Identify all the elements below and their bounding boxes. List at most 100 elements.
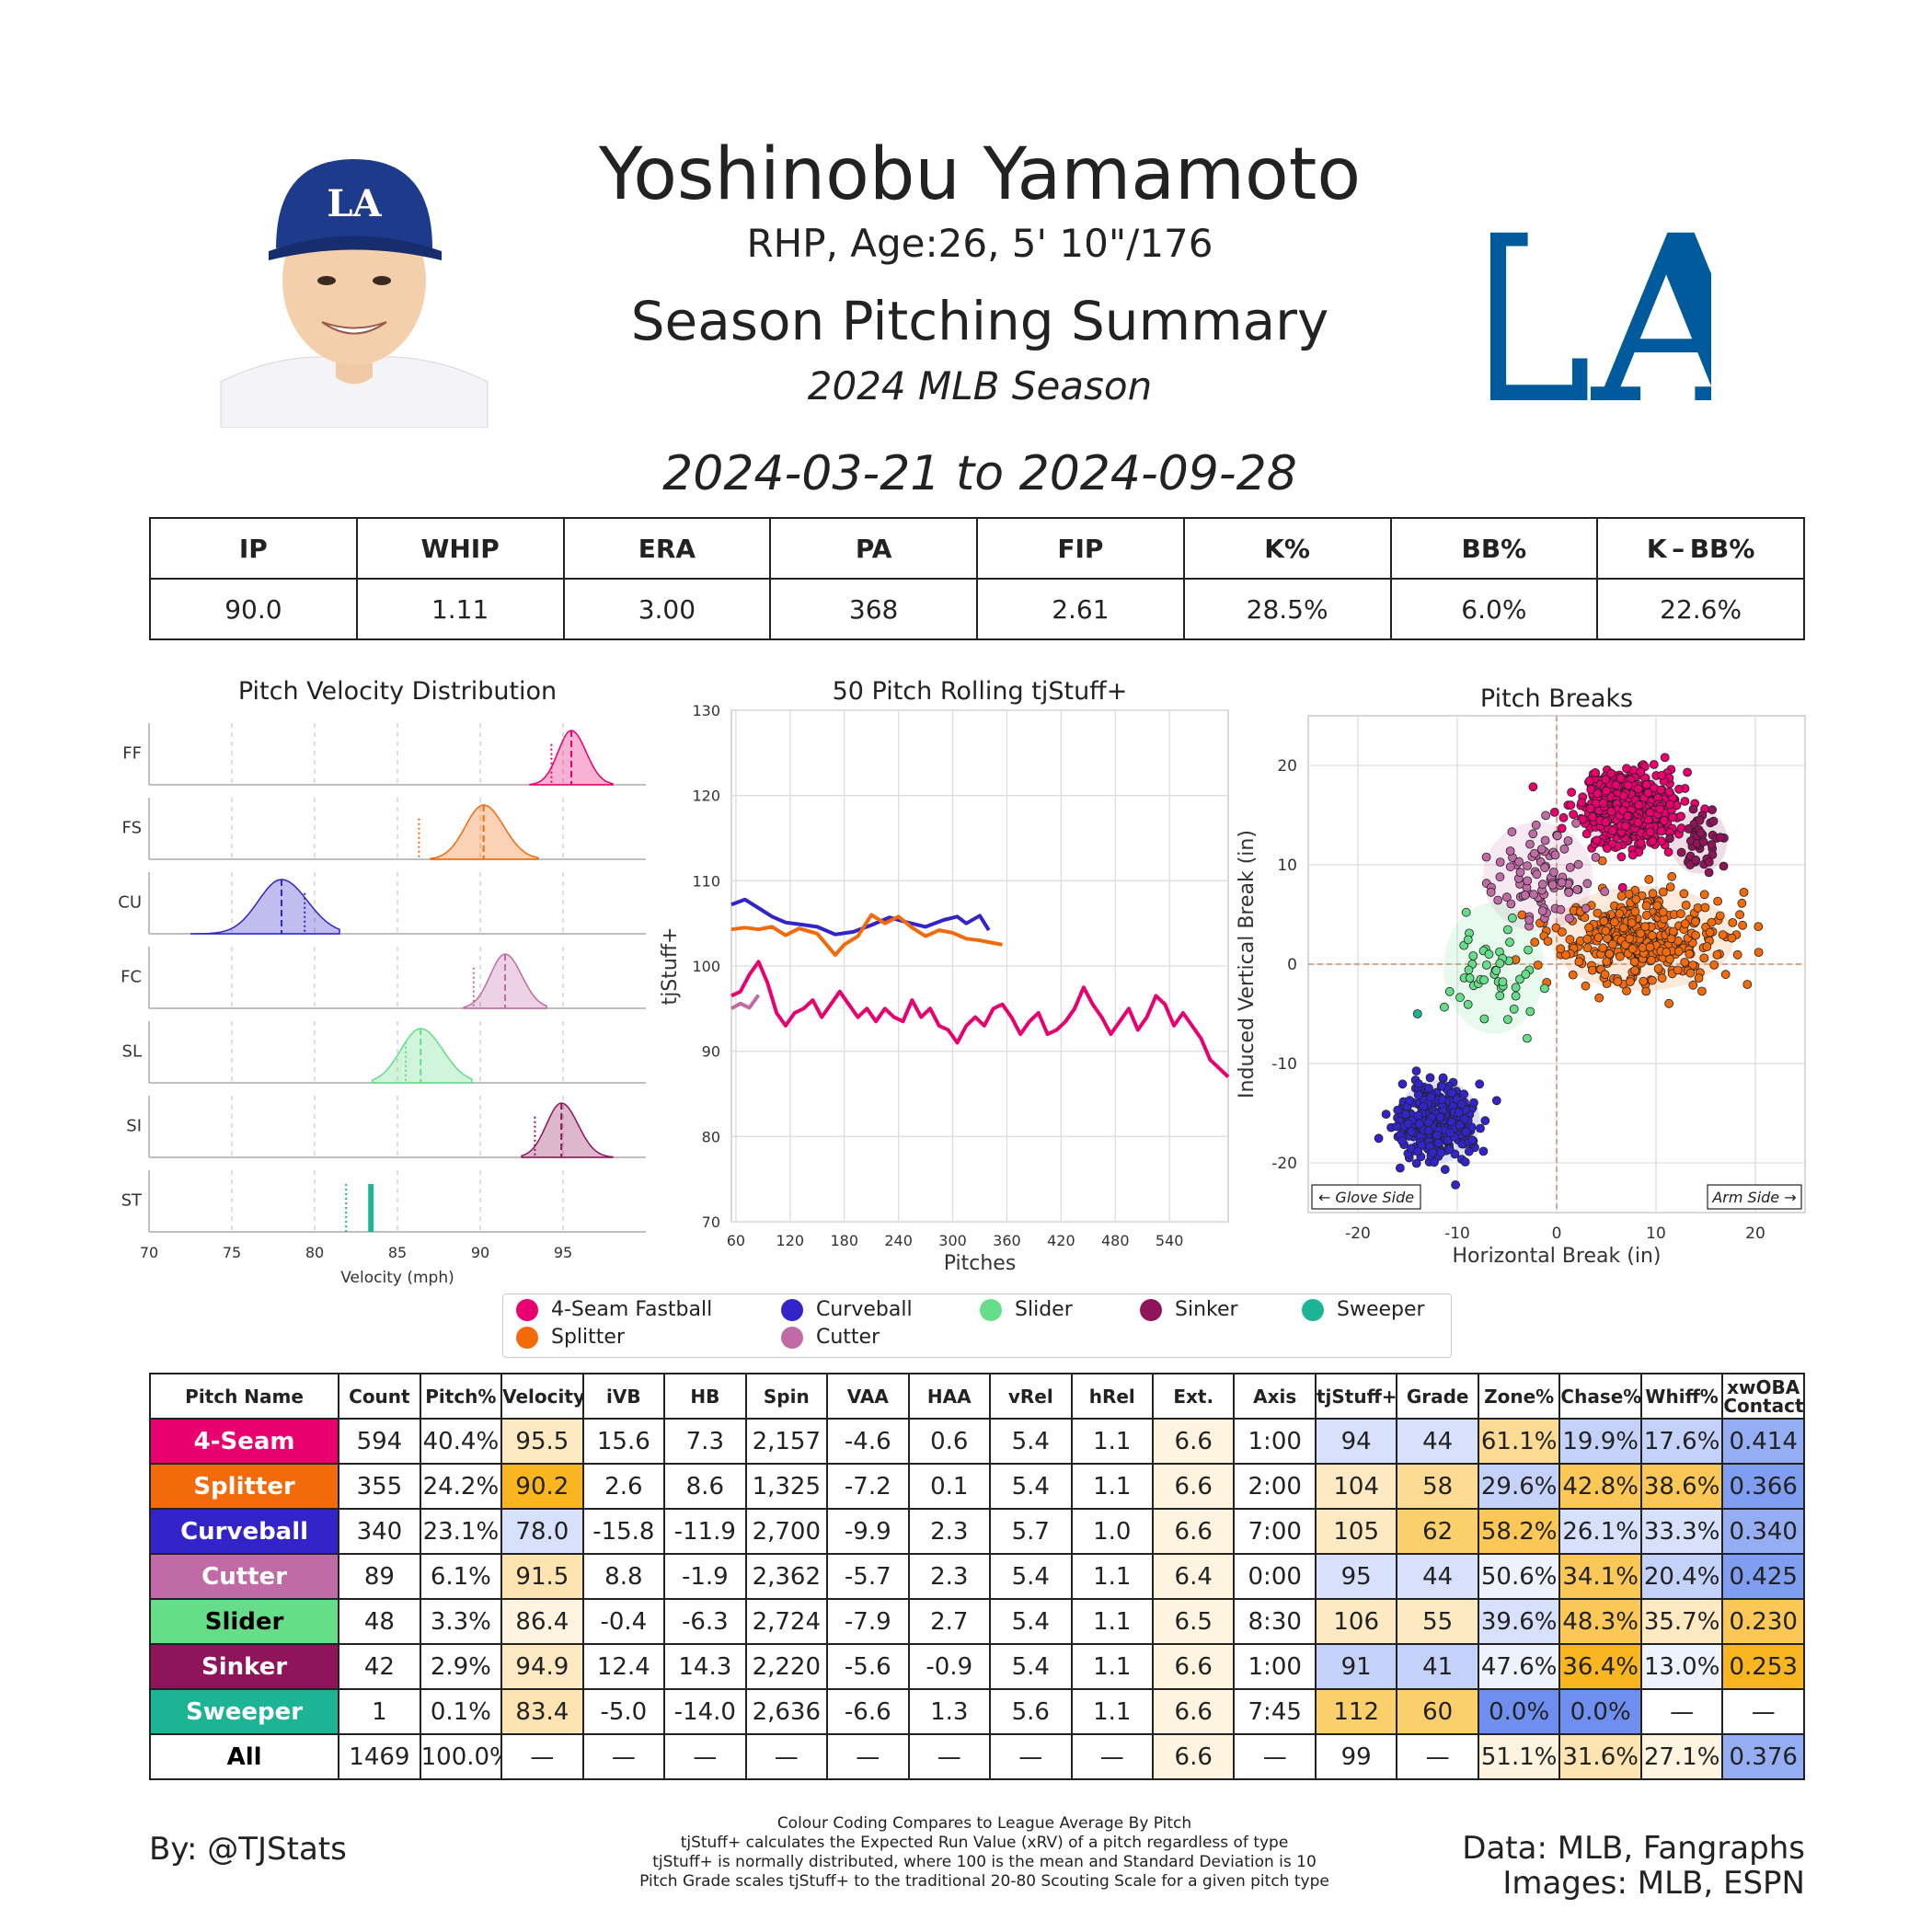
pitch-point <box>1528 782 1538 792</box>
pitch-metric-cell: 355 <box>338 1463 421 1510</box>
pitch-metric-cell: 1:00 <box>1233 1418 1317 1465</box>
pitch-metric-cell: — <box>826 1733 910 1780</box>
pitch-point <box>1598 943 1608 953</box>
pitch-point <box>1587 965 1597 975</box>
x-tick-label: 180 <box>830 1232 858 1249</box>
pitch-point <box>1649 760 1659 769</box>
pitch-point <box>1507 913 1517 923</box>
pitch-point <box>1602 957 1612 967</box>
pitch-point <box>1537 906 1547 916</box>
pitch-point <box>1436 1148 1446 1157</box>
pitch-point <box>1557 823 1567 834</box>
pitch-point <box>1447 1088 1457 1098</box>
pitch-point <box>1475 1079 1485 1089</box>
pitch-point <box>1704 868 1714 878</box>
pitch-point <box>1501 892 1512 903</box>
pitch-point <box>1582 879 1593 889</box>
pitch-point <box>1572 885 1582 894</box>
pitch-point <box>1593 933 1604 943</box>
legend-label: Curveball <box>816 1298 913 1321</box>
pitch-point <box>1395 1163 1405 1173</box>
pitch-point <box>1550 850 1560 860</box>
pitch-point <box>1400 1110 1410 1120</box>
player-name: Yoshinobu Yamamoto <box>598 133 1362 216</box>
pitch-point <box>1712 949 1722 960</box>
y-tick-label: 90 <box>702 1043 720 1061</box>
pitch-point <box>1476 1123 1485 1133</box>
pitch-point <box>1433 1138 1443 1148</box>
footer-note: tjStuff+ is normally distributed, where … <box>652 1853 1317 1871</box>
pitch-metric-cell: 8.8 <box>581 1553 666 1600</box>
pitch-point <box>1685 968 1696 978</box>
pitch-table-header-cell: Pitch Name <box>148 1373 340 1420</box>
pitch-point <box>1630 965 1640 975</box>
pitch-metric-cell: 58 <box>1396 1463 1479 1510</box>
pitch-point <box>1688 980 1698 990</box>
pitch-point <box>1633 818 1643 827</box>
y-tick-label: 130 <box>692 702 720 719</box>
pitch-point <box>1727 933 1737 943</box>
pitch-point <box>1435 1112 1445 1122</box>
pitch-point <box>1754 922 1764 932</box>
pitch-metric-cell: 44 <box>1396 1418 1479 1465</box>
pitch-point <box>1665 882 1675 892</box>
pitch-point <box>1524 915 1535 926</box>
x-tick-label: 85 <box>388 1244 407 1261</box>
stat-header-row: IP WHIP ERA PA FIP K% BB% K – BB% <box>149 517 1805 580</box>
series-line-FC <box>730 994 761 1011</box>
pitch-point <box>1665 799 1675 810</box>
y-axis-label: Induced Vertical Break (in) <box>1236 830 1259 1098</box>
pitch-point <box>1558 812 1569 822</box>
pitch-point <box>1618 791 1628 800</box>
pitch-point <box>1617 882 1627 892</box>
team-logo-text: LA <box>1490 184 1711 423</box>
pitch-metric-cell: -0.9 <box>907 1643 992 1690</box>
pitch-metric-cell: 2,220 <box>744 1643 829 1690</box>
pitch-point <box>1676 847 1686 857</box>
glove-side-box <box>1311 1184 1421 1210</box>
pitch-point <box>1695 815 1705 825</box>
pitch-point <box>1522 1033 1532 1043</box>
pitch-metric-cell: 6.6 <box>1151 1508 1236 1555</box>
pitch-point <box>1439 1002 1449 1012</box>
pitch-point <box>1454 1108 1464 1118</box>
pitch-point <box>1565 935 1575 945</box>
pitch-name-cell: Cutter <box>148 1553 340 1600</box>
pitch-type-label: FC <box>121 968 142 987</box>
pitch-table-row: Curveball 340 23.1% 78.0 -15.8 -11.9 2,700 -9.9… <box>148 1508 1805 1555</box>
pitch-metric-cell: -9.9 <box>826 1508 910 1555</box>
pitch-metric-cell: 104 <box>1314 1463 1398 1510</box>
pitch-metric-cell: — <box>989 1733 1073 1780</box>
pitch-point <box>1634 800 1644 810</box>
pitch-point <box>1581 829 1592 839</box>
y-tick-label: -10 <box>1271 1055 1297 1074</box>
pitch-point <box>1582 943 1593 953</box>
pitch-metric-cell: 14.3 <box>663 1643 747 1690</box>
pitch-metric-cell: -7.2 <box>826 1463 910 1510</box>
pitch-point <box>1602 786 1612 796</box>
pitch-metric-cell: 2,362 <box>744 1553 829 1600</box>
pitch-metric-cell: 27.1% <box>1639 1733 1724 1780</box>
pitch-point <box>1662 947 1672 957</box>
pitch-table-header-cell: Count <box>338 1373 421 1420</box>
pitch-point <box>1627 918 1637 928</box>
pitch-point <box>1467 1135 1478 1145</box>
pitch-point <box>1660 753 1670 763</box>
pitch-point <box>1715 911 1725 921</box>
legend-label: Slider <box>1015 1298 1073 1321</box>
pitch-point <box>1511 991 1521 1001</box>
y-tick-label: -20 <box>1271 1155 1297 1173</box>
pitch-point <box>1515 868 1525 878</box>
pitch-point <box>1739 887 1749 897</box>
pitch-point <box>1674 784 1684 794</box>
pitch-metric-cell: 112 <box>1314 1688 1398 1735</box>
pitch-point <box>1549 807 1559 817</box>
footer-note: Pitch Grade scales tjStuff+ to the tradi… <box>639 1872 1329 1891</box>
glove-side-label: ← Glove Side <box>1318 1189 1414 1206</box>
pitch-point <box>1656 785 1666 795</box>
pitch-metric-cell: 47.6% <box>1477 1643 1561 1690</box>
pitch-point <box>1556 944 1566 954</box>
pitch-point <box>1547 880 1558 890</box>
y-tick-label: 0 <box>1287 956 1297 974</box>
pitch-table-row: Splitter 355 24.2% 90.2 2.6 8.6 1,325 -7.2 0.1 5.… <box>148 1463 1805 1510</box>
